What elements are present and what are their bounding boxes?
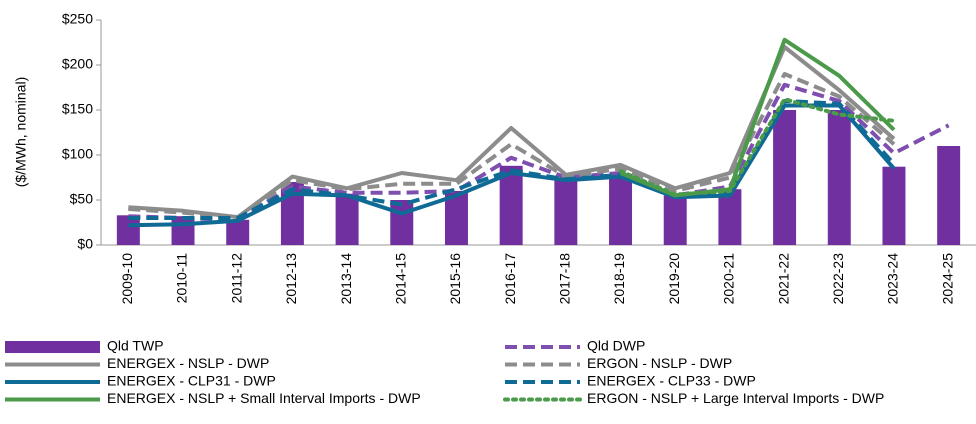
bar bbox=[937, 146, 961, 245]
bar bbox=[718, 189, 742, 245]
legend-label: ENERGEX - CLP33 - DWP bbox=[587, 373, 756, 389]
bar bbox=[882, 166, 906, 245]
x-tick-label: 2014-15 bbox=[392, 253, 408, 305]
x-tick-label: 2022-23 bbox=[830, 253, 846, 305]
bar bbox=[390, 200, 414, 245]
x-tick-label: 2021-22 bbox=[775, 253, 791, 305]
bar bbox=[663, 195, 687, 245]
legend-label: Qld DWP bbox=[587, 338, 645, 354]
legend-label: Qld TWP bbox=[107, 338, 164, 354]
x-tick-label: 2018-19 bbox=[611, 253, 627, 305]
bar bbox=[171, 216, 195, 245]
y-tick-label: $100 bbox=[62, 146, 93, 162]
y-tick-label: $0 bbox=[77, 236, 93, 252]
x-tick-label: 2024-25 bbox=[939, 253, 955, 305]
bar bbox=[773, 110, 797, 245]
legend-label: ERGON - NSLP - DWP bbox=[587, 355, 732, 371]
bar bbox=[444, 191, 468, 245]
x-tick-label: 2009-10 bbox=[119, 253, 135, 305]
legend-label: ENERGEX - CLP31 - DWP bbox=[107, 373, 276, 389]
legend-label: ERGON - NSLP + Large Interval Imports - … bbox=[587, 390, 884, 406]
x-tick-label: 2016-17 bbox=[502, 253, 518, 305]
bar bbox=[335, 193, 359, 245]
y-tick-label: $250 bbox=[62, 11, 93, 27]
line bbox=[618, 97, 896, 197]
x-tick-label: 2019-20 bbox=[666, 253, 682, 305]
legend-label: ENERGEX - NSLP + Small Interval Imports … bbox=[107, 390, 421, 406]
x-tick-label: 2017-18 bbox=[557, 253, 573, 305]
line bbox=[128, 72, 896, 220]
y-tick-label: $50 bbox=[70, 191, 94, 207]
x-tick-label: 2012-13 bbox=[283, 253, 299, 305]
bar bbox=[499, 165, 523, 245]
x-tick-label: 2023-24 bbox=[885, 253, 901, 305]
bar bbox=[827, 110, 851, 245]
legend-swatch bbox=[5, 341, 100, 353]
y-tick-label: $150 bbox=[62, 101, 93, 117]
y-axis-title: ($/MWh, nominal) bbox=[13, 77, 29, 187]
bar bbox=[609, 174, 633, 245]
x-tick-label: 2013-14 bbox=[338, 253, 354, 305]
legend-label: ENERGEX - NSLP - DWP bbox=[107, 355, 269, 371]
x-tick-label: 2020-21 bbox=[721, 253, 737, 305]
y-tick-label: $200 bbox=[62, 56, 93, 72]
x-tick-label: 2011-12 bbox=[228, 253, 244, 304]
bar bbox=[554, 179, 578, 245]
bar bbox=[116, 215, 140, 245]
x-tick-label: 2015-16 bbox=[447, 253, 463, 305]
bar bbox=[226, 219, 250, 245]
x-tick-label: 2010-11 bbox=[174, 253, 190, 304]
